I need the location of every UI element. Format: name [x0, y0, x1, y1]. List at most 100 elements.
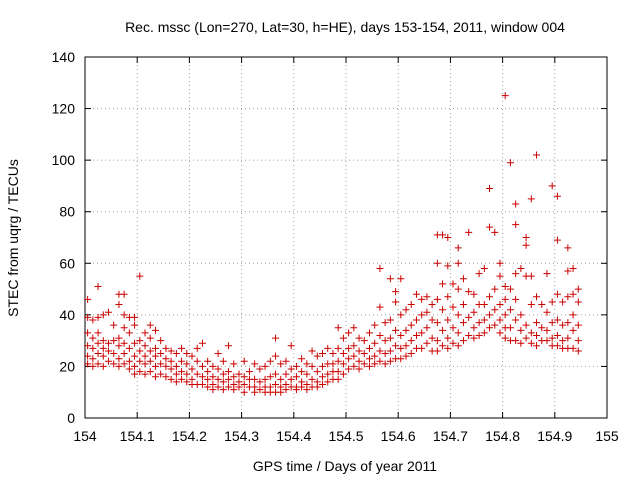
- data-point: [115, 342, 123, 350]
- data-point: [439, 280, 447, 288]
- data-point: [465, 313, 473, 321]
- data-point: [412, 316, 420, 324]
- data-point: [84, 313, 92, 321]
- data-point: [125, 344, 133, 352]
- data-point: [386, 357, 394, 365]
- data-point: [486, 223, 494, 231]
- data-point: [522, 321, 530, 329]
- data-point: [548, 298, 556, 306]
- data-point: [339, 370, 347, 378]
- data-point: [496, 272, 504, 280]
- data-point: [376, 357, 384, 365]
- data-point: [386, 316, 394, 324]
- data-point: [339, 360, 347, 368]
- data-point: [214, 383, 222, 391]
- data-point: [512, 295, 520, 303]
- data-point: [178, 375, 186, 383]
- data-point: [120, 350, 128, 358]
- data-point: [219, 378, 227, 386]
- data-point: [553, 331, 561, 339]
- data-point: [272, 380, 280, 388]
- data-point: [475, 331, 483, 339]
- data-point: [548, 182, 556, 190]
- data-point: [151, 344, 159, 352]
- x-tick-label: 154.8: [485, 428, 520, 444]
- data-point: [454, 329, 462, 337]
- data-point: [198, 339, 206, 347]
- y-axis-label: STEC from uqrg / TECUs: [5, 159, 21, 317]
- data-point: [319, 350, 327, 358]
- data-point: [512, 337, 520, 345]
- data-point: [287, 365, 295, 373]
- data-point: [402, 326, 410, 334]
- data-point: [329, 350, 337, 358]
- data-point: [365, 329, 373, 337]
- data-point: [480, 329, 488, 337]
- data-point: [407, 337, 415, 345]
- data-point: [345, 329, 353, 337]
- data-point: [439, 342, 447, 350]
- data-point: [506, 324, 514, 332]
- data-point: [136, 272, 144, 280]
- data-point: [355, 347, 363, 355]
- data-point: [183, 360, 191, 368]
- data-point: [256, 378, 264, 386]
- data-point: [402, 352, 410, 360]
- x-tick-label: 154.6: [381, 428, 416, 444]
- data-point: [172, 362, 180, 370]
- data-point: [412, 290, 420, 298]
- data-point: [94, 329, 102, 337]
- data-point: [146, 357, 154, 365]
- data-point: [381, 350, 389, 358]
- data-point: [214, 365, 222, 373]
- data-point: [543, 308, 551, 316]
- data-point: [131, 352, 139, 360]
- data-point: [157, 370, 165, 378]
- data-point: [308, 375, 316, 383]
- data-point: [261, 362, 269, 370]
- data-points: [84, 92, 582, 396]
- data-point: [402, 342, 410, 350]
- data-point: [454, 311, 462, 319]
- data-point: [167, 347, 175, 355]
- data-point: [204, 383, 212, 391]
- data-point: [543, 270, 551, 278]
- data-point: [151, 373, 159, 381]
- data-point: [365, 344, 373, 352]
- data-point: [376, 331, 384, 339]
- y-tick-label: 0: [67, 410, 75, 426]
- data-point: [533, 293, 541, 301]
- data-point: [204, 375, 212, 383]
- data-point: [376, 303, 384, 311]
- data-point: [376, 347, 384, 355]
- data-point: [115, 355, 123, 363]
- data-point: [136, 368, 144, 376]
- data-point: [480, 301, 488, 309]
- data-point: [240, 357, 248, 365]
- data-point: [559, 298, 567, 306]
- data-point: [543, 337, 551, 345]
- data-point: [392, 342, 400, 350]
- y-tick-label: 140: [52, 49, 76, 65]
- data-point: [454, 342, 462, 350]
- data-point: [272, 334, 280, 342]
- data-point: [465, 228, 473, 236]
- data-point: [266, 373, 274, 381]
- data-point: [209, 386, 217, 394]
- data-point: [313, 383, 321, 391]
- data-point: [120, 360, 128, 368]
- data-point: [522, 234, 530, 241]
- data-point: [225, 375, 233, 383]
- data-point: [371, 360, 379, 368]
- data-point: [386, 275, 394, 283]
- data-point: [84, 352, 92, 360]
- data-point: [459, 275, 467, 283]
- data-point: [574, 347, 582, 355]
- data-point: [120, 290, 128, 298]
- data-point: [574, 321, 582, 329]
- data-point: [120, 339, 128, 347]
- data-point: [89, 334, 97, 342]
- data-point: [214, 350, 222, 358]
- data-point: [245, 368, 253, 376]
- data-point: [141, 352, 149, 360]
